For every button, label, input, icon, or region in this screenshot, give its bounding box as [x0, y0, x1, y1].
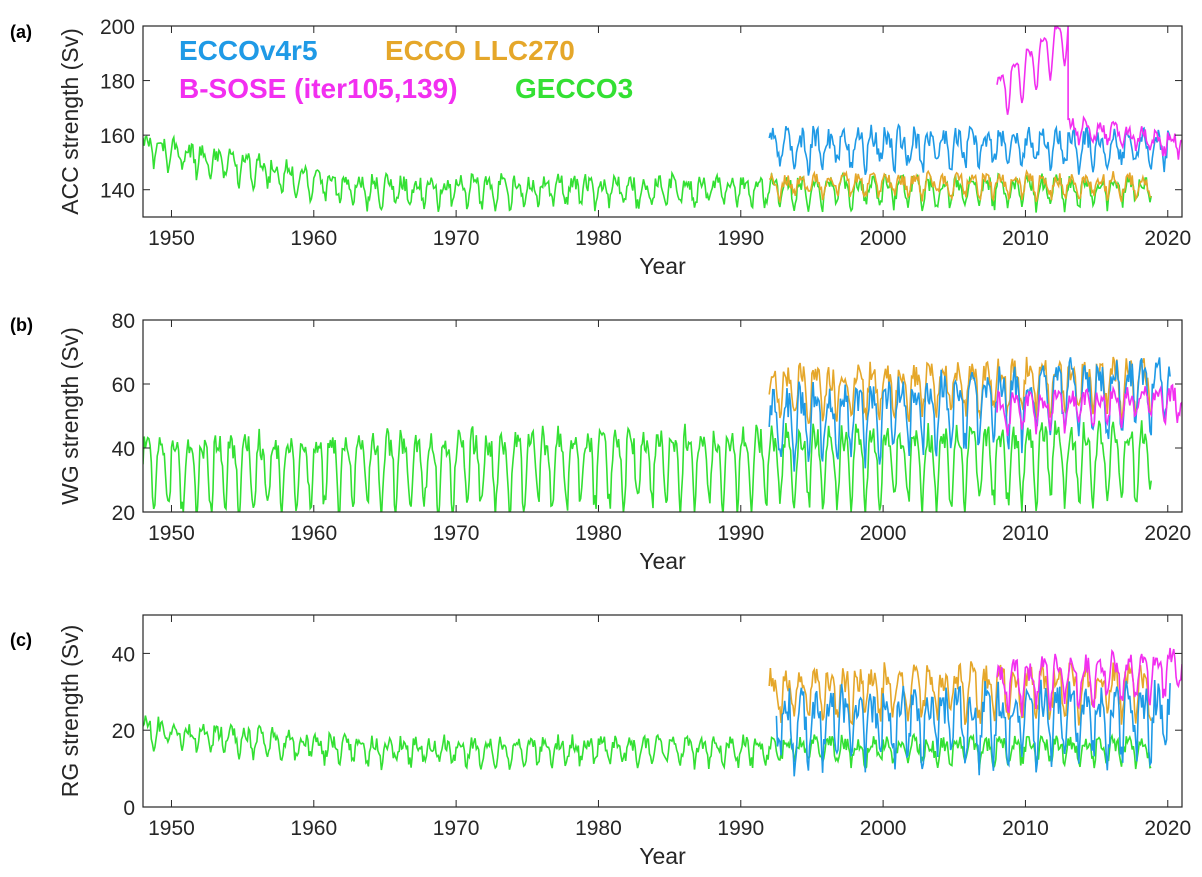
panel-tag: (b) [10, 315, 33, 335]
x-tick-label: 1960 [290, 227, 337, 250]
series-line-b-sose-iter105-139- [996, 26, 1182, 160]
panel-tag: (c) [10, 630, 32, 650]
y-axis-label: ACC strength (Sv) [57, 28, 83, 215]
axis-box [142, 25, 1183, 218]
x-tick-label: 1950 [148, 817, 195, 840]
series-line-ecco-llc270 [769, 169, 1152, 203]
y-tick-label: 20 [112, 720, 135, 743]
panel-tag: (a) [10, 22, 32, 42]
x-tick-label: 1970 [433, 522, 480, 545]
x-tick-label: 2000 [860, 227, 907, 250]
series-line-gecco3 [143, 134, 1152, 213]
x-tick-label: 2020 [1144, 227, 1191, 250]
series-line-gecco3 [143, 715, 1152, 771]
x-tick-label: 2020 [1144, 522, 1191, 545]
series-line-eccov4r5 [768, 357, 1171, 472]
x-tick-label: 1950 [148, 227, 195, 250]
x-tick-label: 2010 [1002, 522, 1049, 545]
series-line-b-sose-iter105-139- [996, 647, 1182, 717]
y-axis-label: RG strength (Sv) [57, 625, 83, 798]
x-tick-label: 1960 [290, 522, 337, 545]
y-tick-label: 200 [100, 16, 135, 39]
legend-entry-eccov4r5: ECCOv4r5 [179, 35, 318, 66]
axis-box [142, 614, 1183, 808]
x-tick-label: 1980 [575, 522, 622, 545]
y-tick-label: 180 [100, 71, 135, 94]
y-axis-label: WG strength (Sv) [57, 327, 83, 505]
x-tick-label: 2000 [860, 817, 907, 840]
series-line-eccov4r5 [775, 679, 1171, 777]
x-axis-label: Year [639, 843, 686, 869]
x-tick-label: 1950 [148, 522, 195, 545]
legend: ECCOv4r5 ECCO LLC270 B-SOSE (iter105,139) G… [179, 35, 633, 104]
x-tick-label: 2020 [1144, 817, 1191, 840]
x-tick-label: 2010 [1002, 227, 1049, 250]
y-tick-label: 60 [112, 374, 135, 397]
legend-entry-ecco-llc270: ECCO LLC270 [385, 35, 575, 66]
x-tick-label: 1970 [433, 227, 480, 250]
panel-c: 1950 1960 1970 1980 1990 2000 2010 2020 0 20 40 Yea… [10, 614, 1191, 869]
legend-entry-b-sose-iter105-139-: B-SOSE (iter105,139) [179, 73, 458, 104]
y-tick-label: 140 [100, 180, 135, 203]
y-tick-label: 80 [112, 310, 135, 333]
y-tick-label: 20 [112, 502, 135, 525]
series-line-b-sose-iter105-139- [996, 383, 1182, 437]
x-tick-label: 1990 [717, 817, 764, 840]
series-line-eccov4r5 [768, 123, 1171, 176]
y-tick-label: 0 [123, 797, 135, 820]
x-tick-label: 2000 [860, 522, 907, 545]
x-tick-label: 1990 [717, 522, 764, 545]
legend-entry-gecco3: GECCO3 [515, 73, 633, 104]
x-tick-label: 2010 [1002, 817, 1049, 840]
x-tick-label: 1960 [290, 817, 337, 840]
x-axis-label: Year [639, 548, 686, 574]
y-tick-label: 40 [112, 438, 135, 461]
y-tick-label: 40 [112, 643, 135, 666]
series-line-gecco3 [143, 420, 1152, 512]
axis-box [142, 319, 1183, 513]
y-tick-label: 160 [100, 125, 135, 148]
x-tick-label: 1980 [575, 227, 622, 250]
x-tick-label: 1990 [717, 227, 764, 250]
x-tick-label: 1970 [433, 817, 480, 840]
x-tick-label: 1980 [575, 817, 622, 840]
panel-b: 1950 1960 1970 1980 1990 2000 2010 202020406080… [10, 310, 1191, 574]
x-axis-label: Year [639, 253, 686, 279]
panel-a: 1950 1960 1970 1980 1990 2000 2010 2020 140 160 18… [10, 16, 1191, 279]
